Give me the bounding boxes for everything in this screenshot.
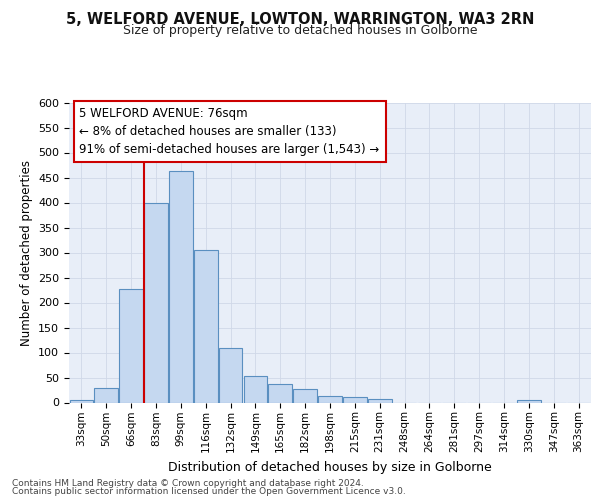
Y-axis label: Number of detached properties: Number of detached properties xyxy=(20,160,32,346)
Bar xyxy=(169,171,193,402)
X-axis label: Distribution of detached houses by size in Golborne: Distribution of detached houses by size … xyxy=(168,460,492,473)
Text: 5 WELFORD AVENUE: 76sqm
← 8% of detached houses are smaller (133)
91% of semi-de: 5 WELFORD AVENUE: 76sqm ← 8% of detached… xyxy=(79,107,380,156)
Bar xyxy=(368,399,392,402)
Text: Contains HM Land Registry data © Crown copyright and database right 2024.: Contains HM Land Registry data © Crown c… xyxy=(12,478,364,488)
Bar xyxy=(194,250,218,402)
Bar xyxy=(94,388,118,402)
Bar xyxy=(293,388,317,402)
Text: Size of property relative to detached houses in Golborne: Size of property relative to detached ho… xyxy=(123,24,477,37)
Bar xyxy=(144,202,168,402)
Bar xyxy=(119,288,143,403)
Bar xyxy=(318,396,342,402)
Bar xyxy=(244,376,267,402)
Bar xyxy=(268,384,292,402)
Bar xyxy=(517,400,541,402)
Bar xyxy=(343,397,367,402)
Bar xyxy=(219,348,242,403)
Text: Contains public sector information licensed under the Open Government Licence v3: Contains public sector information licen… xyxy=(12,487,406,496)
Text: 5, WELFORD AVENUE, LOWTON, WARRINGTON, WA3 2RN: 5, WELFORD AVENUE, LOWTON, WARRINGTON, W… xyxy=(66,12,534,28)
Bar xyxy=(70,400,93,402)
